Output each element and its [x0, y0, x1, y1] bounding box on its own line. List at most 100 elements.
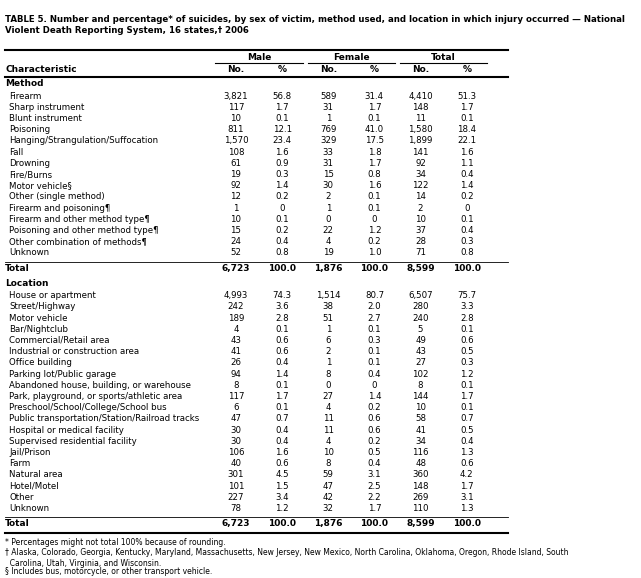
Text: 1.4: 1.4 — [368, 392, 381, 401]
Text: Hotel/Motel: Hotel/Motel — [9, 481, 59, 491]
Text: Supervised residential facility: Supervised residential facility — [9, 437, 137, 446]
Text: Male: Male — [247, 53, 271, 62]
Text: 75.7: 75.7 — [457, 291, 476, 300]
Text: 1.4: 1.4 — [275, 181, 289, 190]
Text: 100.0: 100.0 — [268, 264, 296, 273]
Text: 2: 2 — [418, 203, 423, 213]
Text: 4.5: 4.5 — [275, 470, 289, 479]
Text: 59: 59 — [323, 470, 334, 479]
Text: 240: 240 — [412, 313, 429, 323]
Text: 6: 6 — [233, 403, 238, 412]
Text: 0.3: 0.3 — [460, 237, 474, 246]
Text: 32: 32 — [323, 504, 334, 513]
Text: 100.0: 100.0 — [360, 519, 388, 528]
Text: Industrial or construction area: Industrial or construction area — [9, 347, 139, 356]
Text: 1.0: 1.0 — [368, 249, 381, 257]
Text: 10: 10 — [323, 448, 334, 457]
Text: 3.4: 3.4 — [275, 492, 289, 502]
Text: 0.1: 0.1 — [275, 114, 289, 123]
Text: No.: No. — [228, 65, 244, 73]
Text: 56.8: 56.8 — [272, 92, 292, 101]
Text: 61: 61 — [231, 159, 242, 168]
Text: Poisoning and other method type¶: Poisoning and other method type¶ — [9, 226, 159, 235]
Text: Motor vehicle: Motor vehicle — [9, 313, 68, 323]
Text: 1.1: 1.1 — [460, 159, 474, 168]
Text: 1.4: 1.4 — [275, 369, 289, 379]
Text: 4: 4 — [326, 237, 331, 246]
Text: Firearm: Firearm — [9, 92, 42, 101]
Text: 1.6: 1.6 — [368, 181, 381, 190]
Text: 1.2: 1.2 — [460, 369, 474, 379]
Text: 0.8: 0.8 — [368, 170, 381, 179]
Text: 51: 51 — [323, 313, 334, 323]
Text: 8: 8 — [418, 381, 423, 390]
Text: 0.3: 0.3 — [275, 170, 289, 179]
Text: 141: 141 — [412, 147, 429, 157]
Text: 92: 92 — [415, 159, 426, 168]
Text: House or apartment: House or apartment — [9, 291, 96, 300]
Text: 0.1: 0.1 — [275, 325, 289, 334]
Text: 0.1: 0.1 — [460, 381, 474, 390]
Text: 52: 52 — [231, 249, 242, 257]
Text: 329: 329 — [320, 136, 337, 146]
Text: 0.4: 0.4 — [460, 170, 474, 179]
Text: 41: 41 — [415, 425, 426, 435]
Text: 0.2: 0.2 — [368, 437, 381, 446]
Text: 148: 148 — [412, 481, 429, 491]
Text: Total: Total — [5, 264, 30, 273]
Text: 19: 19 — [231, 170, 242, 179]
Text: Female: Female — [333, 53, 370, 62]
Text: 4.2: 4.2 — [460, 470, 474, 479]
Text: 0.7: 0.7 — [460, 414, 474, 423]
Text: 0.5: 0.5 — [460, 347, 474, 356]
Text: Characteristic: Characteristic — [5, 65, 77, 73]
Text: 11: 11 — [323, 425, 334, 435]
Text: Unknown: Unknown — [9, 249, 49, 257]
Text: 0.6: 0.6 — [275, 336, 289, 345]
Text: Motor vehicle§: Motor vehicle§ — [9, 181, 72, 190]
Text: 0.1: 0.1 — [368, 114, 381, 123]
Text: 108: 108 — [228, 147, 244, 157]
Text: Office building: Office building — [9, 358, 72, 368]
Text: 1: 1 — [326, 203, 331, 213]
Text: 1: 1 — [326, 358, 331, 368]
Text: 19: 19 — [323, 249, 334, 257]
Text: 144: 144 — [412, 392, 429, 401]
Text: 1,514: 1,514 — [316, 291, 340, 300]
Text: 0: 0 — [372, 381, 377, 390]
Text: 43: 43 — [231, 336, 242, 345]
Text: 31: 31 — [323, 159, 334, 168]
Text: 34: 34 — [415, 170, 426, 179]
Text: 0.1: 0.1 — [275, 381, 289, 390]
Text: 5: 5 — [418, 325, 423, 334]
Text: 0.1: 0.1 — [368, 192, 381, 201]
Text: 41.0: 41.0 — [365, 125, 384, 134]
Text: 0: 0 — [464, 203, 469, 213]
Text: 4: 4 — [326, 403, 331, 412]
Text: 1: 1 — [233, 203, 238, 213]
Text: 10: 10 — [415, 403, 426, 412]
Text: 227: 227 — [228, 492, 244, 502]
Text: 1,899: 1,899 — [408, 136, 433, 146]
Text: 1.4: 1.4 — [460, 181, 474, 190]
Text: 4: 4 — [326, 437, 331, 446]
Text: %: % — [370, 65, 379, 73]
Text: 769: 769 — [320, 125, 337, 134]
Text: 0.4: 0.4 — [275, 437, 289, 446]
Text: 1.5: 1.5 — [275, 481, 289, 491]
Text: No.: No. — [412, 65, 429, 73]
Text: Public transportation/Station/Railroad tracks: Public transportation/Station/Railroad t… — [9, 414, 199, 423]
Text: Abandoned house, building, or warehouse: Abandoned house, building, or warehouse — [9, 381, 191, 390]
Text: Total: Total — [5, 519, 30, 528]
Text: 4,993: 4,993 — [224, 291, 248, 300]
Text: 15: 15 — [323, 170, 334, 179]
Text: 189: 189 — [228, 313, 244, 323]
Text: 0.1: 0.1 — [460, 403, 474, 412]
Text: 58: 58 — [415, 414, 426, 423]
Text: 1.7: 1.7 — [275, 392, 289, 401]
Text: 0.8: 0.8 — [275, 249, 289, 257]
Text: 1.7: 1.7 — [460, 481, 474, 491]
Text: 0.6: 0.6 — [460, 336, 474, 345]
Text: 8,599: 8,599 — [406, 264, 435, 273]
Text: 122: 122 — [412, 181, 429, 190]
